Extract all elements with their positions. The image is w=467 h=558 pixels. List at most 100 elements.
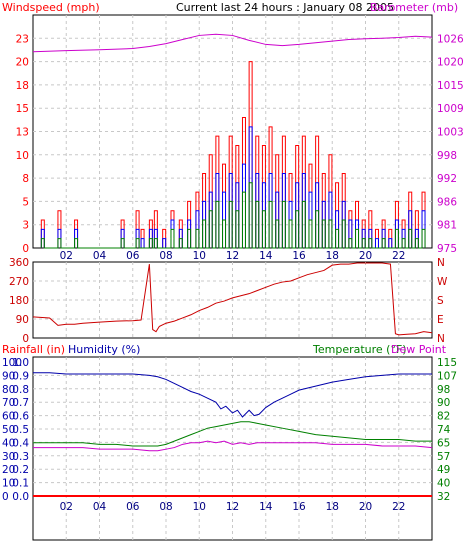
rainfall-y-tick-label: 0.5 bbox=[12, 424, 29, 436]
compass-tick-label: N bbox=[437, 333, 445, 345]
barometer-y-tick-label: 981 bbox=[437, 220, 457, 232]
dew_point-series bbox=[33, 440, 433, 452]
direction-y-tick-label: 180 bbox=[9, 295, 29, 307]
rainfall-y-tick-label: 0.7 bbox=[12, 397, 29, 409]
compass-tick-label: E bbox=[437, 314, 444, 326]
x-tick-label: 08 bbox=[159, 501, 172, 513]
temperature-y-tick-label: 115 bbox=[437, 357, 457, 369]
humidity-y-tick-label: 20 bbox=[2, 464, 15, 476]
windspeed-axis-label: Windspeed (mph) bbox=[2, 1, 100, 14]
humidity-y-tick-label: 70 bbox=[2, 397, 15, 409]
barometer-y-tick-label: 992 bbox=[437, 173, 457, 185]
x-tick-label: 04 bbox=[93, 250, 107, 262]
wind-y-tick-label: 0 bbox=[22, 243, 29, 255]
humidity-y-tick-label: 0 bbox=[2, 491, 9, 503]
chart-title: Current last 24 hours : January 08 2005 bbox=[176, 1, 394, 14]
barometer-y-tick-label: 986 bbox=[437, 196, 457, 208]
x-tick-label: 20 bbox=[359, 501, 372, 513]
compass-tick-label: N bbox=[437, 257, 445, 269]
x-tick-label: 10 bbox=[193, 501, 206, 513]
barometer-y-tick-label: 1003 bbox=[437, 127, 464, 139]
temperature-y-tick-label: 49 bbox=[437, 464, 450, 476]
rainfall-y-tick-label: 0.4 bbox=[12, 437, 29, 449]
barometer-y-tick-label: 975 bbox=[437, 243, 457, 255]
wind-y-tick-label: 8 bbox=[22, 173, 29, 185]
direction-plot bbox=[32, 262, 433, 336]
humidity-y-tick-label: 100 bbox=[2, 357, 22, 369]
wind-y-tick-label: 18 bbox=[16, 80, 29, 92]
x-tick-label: 12 bbox=[226, 250, 239, 262]
barometer-axis-label: Barometer (mb) bbox=[370, 1, 458, 14]
direction-y-tick-label: 90 bbox=[16, 314, 29, 326]
temperature-y-tick-label: 107 bbox=[437, 370, 457, 382]
rainfall-y-tick-label: 0.9 bbox=[12, 370, 29, 382]
x-tick-label: 20 bbox=[359, 250, 372, 262]
wind-y-tick-label: 3 bbox=[22, 220, 29, 232]
direction-y-tick-label: 0 bbox=[22, 333, 29, 345]
x-tick-label: 04 bbox=[93, 501, 107, 513]
x-tick-label: 10 bbox=[193, 250, 206, 262]
humidity-y-tick-label: 60 bbox=[2, 411, 15, 423]
barometer-y-tick-label: 1020 bbox=[437, 57, 464, 69]
direction-grid bbox=[33, 262, 432, 338]
humidity-axis-label: Humidity (%) bbox=[68, 343, 140, 356]
temperature-y-tick-label: 82 bbox=[437, 411, 450, 423]
humidity-y-tick-label: 50 bbox=[2, 424, 15, 436]
wind-y-tick-label: 23 bbox=[16, 33, 29, 45]
x-tick-label: 02 bbox=[60, 250, 73, 262]
x-tick-label: 22 bbox=[392, 250, 405, 262]
temperature-y-tick-label: 90 bbox=[437, 397, 450, 409]
direction-y-tick-label: 360 bbox=[9, 257, 29, 269]
temperature-y-tick-label: 32 bbox=[437, 491, 450, 503]
humidity-y-tick-label: 80 bbox=[2, 384, 15, 396]
climate-ticks: 01020304050607080901000.00.10.20.30.40.5… bbox=[2, 357, 457, 513]
wind-plot bbox=[32, 33, 433, 249]
x-tick-label: 22 bbox=[392, 501, 405, 513]
temperature-series bbox=[33, 421, 432, 447]
wind-y-tick-label: 13 bbox=[16, 127, 29, 139]
x-tick-label: 12 bbox=[226, 501, 239, 513]
x-tick-label: 16 bbox=[292, 501, 306, 513]
rainfall-y-tick-label: 0.6 bbox=[12, 411, 29, 423]
wind-y-tick-label: 10 bbox=[16, 150, 29, 162]
temperature-y-tick-label: 40 bbox=[437, 478, 450, 490]
humidity-series bbox=[33, 372, 432, 418]
barometer-y-tick-label: 1026 bbox=[437, 33, 464, 45]
direction-y-tick-label: 270 bbox=[9, 276, 29, 288]
temperature-y-tick-label: 65 bbox=[437, 437, 450, 449]
wind-y-tick-label: 15 bbox=[16, 103, 29, 115]
x-tick-label: 14 bbox=[259, 250, 273, 262]
humidity-y-tick-label: 30 bbox=[2, 451, 15, 463]
compass-tick-label: W bbox=[437, 276, 448, 288]
x-tick-label: 08 bbox=[159, 250, 172, 262]
temperature-y-tick-label: 98 bbox=[437, 384, 450, 396]
x-tick-label: 14 bbox=[259, 501, 273, 513]
x-tick-label: 02 bbox=[60, 501, 73, 513]
wind-direction-series bbox=[32, 262, 433, 336]
rainfall-axis-label: Rainfall (in) bbox=[2, 343, 65, 356]
rainfall-y-tick-label: 1.0 bbox=[12, 357, 29, 369]
humidity-y-tick-label: 10 bbox=[2, 478, 15, 490]
barometer-y-tick-label: 1015 bbox=[437, 80, 464, 92]
barometer-y-tick-label: 1009 bbox=[437, 103, 464, 115]
wind-y-tick-label: 20 bbox=[16, 57, 29, 69]
x-tick-label: 18 bbox=[326, 501, 339, 513]
x-tick-label: 06 bbox=[126, 250, 140, 262]
humidity-y-tick-label: 40 bbox=[2, 437, 15, 449]
x-tick-label: 16 bbox=[292, 250, 306, 262]
climate-grid bbox=[33, 357, 432, 540]
x-tick-label: 18 bbox=[326, 250, 339, 262]
x-tick-label: 06 bbox=[126, 501, 140, 513]
humidity-y-tick-label: 90 bbox=[2, 370, 15, 382]
rainfall-y-tick-label: 0.0 bbox=[12, 491, 29, 503]
dewpoint-axis-label: Dew Point bbox=[391, 343, 447, 356]
rainfall-y-tick-label: 0.3 bbox=[12, 451, 29, 463]
compass-tick-label: S bbox=[437, 295, 444, 307]
temperature-y-tick-label: 57 bbox=[437, 451, 450, 463]
temperature-axis-label: Temperature (°F) bbox=[312, 343, 407, 356]
rainfall-y-tick-label: 0.2 bbox=[12, 464, 29, 476]
temperature-y-tick-label: 74 bbox=[437, 424, 451, 436]
wind_min-series bbox=[40, 182, 426, 249]
